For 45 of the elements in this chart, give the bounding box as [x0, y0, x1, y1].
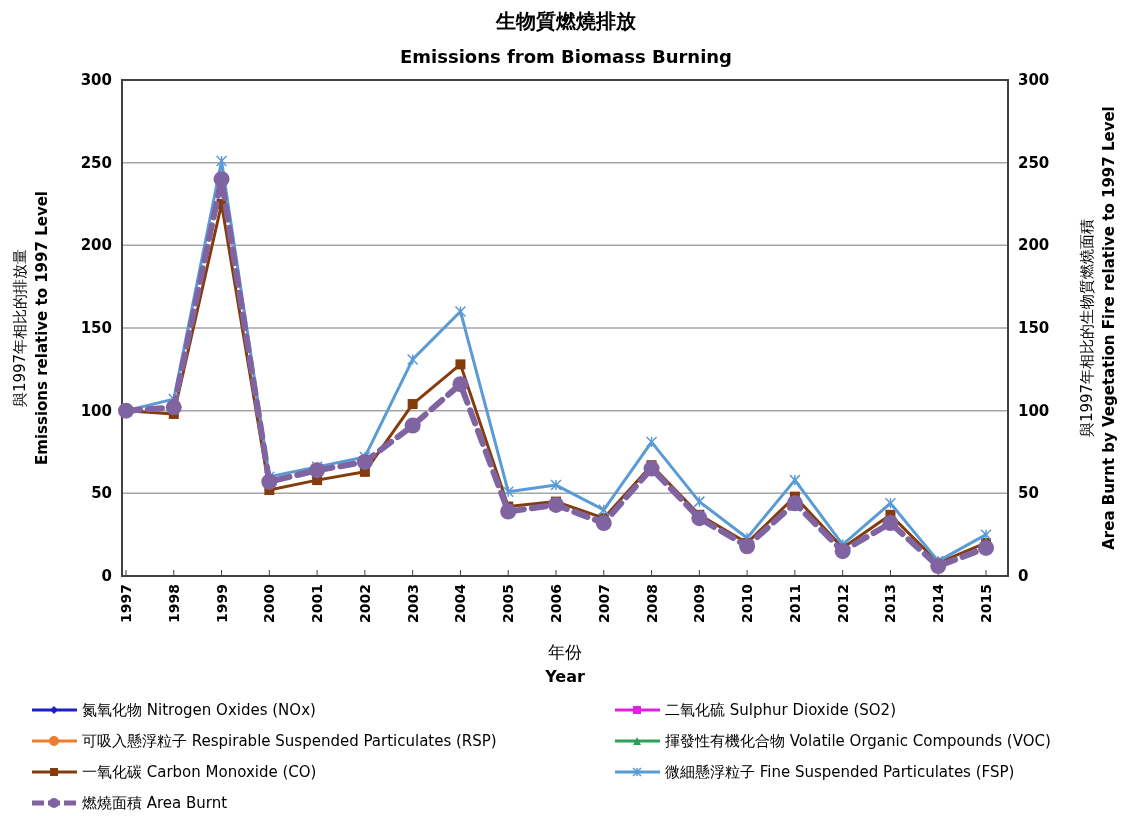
x-tick-label: 2005 — [500, 584, 517, 623]
legend-label: 微細懸浮粒子 Fine Suspended Particulates (FSP) — [665, 763, 1015, 781]
x-tick-label: 2003 — [404, 584, 421, 623]
x-tick-label: 2013 — [882, 584, 899, 623]
y2-axis-title: 與1997年相比的生物質燃燒面積 Area Burnt by Vegetation Fire relative to 1997 Level — [1078, 106, 1118, 550]
x-tick-label: 2002 — [356, 584, 373, 623]
x-tick-label: 2010 — [739, 583, 756, 623]
y-tick-label: 200 — [80, 236, 112, 255]
x-tick-label: 2014 — [930, 583, 947, 623]
x-tick-label: 1997 — [118, 584, 134, 623]
x-tick-label: 2009 — [691, 584, 708, 623]
legend-label: 氮氧化物 Nitrogen Oxides (NOx) — [82, 701, 316, 719]
y-tick-label: 250 — [80, 153, 112, 172]
y-tick-label: 50 — [91, 484, 112, 503]
legend-label: 一氧化碳 Carbon Monoxide (CO) — [82, 763, 317, 781]
y-tick-label: 0 — [101, 567, 112, 585]
x-tick-label: 2007 — [595, 584, 612, 623]
x-tick-label: 2011 — [786, 584, 803, 623]
chart-title: 生物質燃燒排放 — [495, 9, 637, 33]
y2-tick-label: 300 — [1018, 71, 1050, 89]
x-tick-label: 2012 — [834, 584, 851, 623]
y-tick-label: 150 — [80, 319, 112, 337]
x-axis-title: 年份 Year — [544, 642, 585, 686]
y-tick-label: 100 — [80, 401, 112, 420]
x-tick-label: 2015 — [978, 584, 994, 623]
y-tick-label: 300 — [80, 71, 112, 89]
chart-subtitle: Emissions from Biomass Burning — [399, 46, 733, 67]
x-tick-label: 2001 — [309, 584, 326, 623]
x-tick-label: 2008 — [643, 584, 660, 623]
legend-label: 二氧化硫 Sulphur Dioxide (SO2) — [665, 701, 897, 719]
legend-label: 可吸入懸浮粒子 Respirable Suspended Particulates (RSP) — [82, 732, 497, 750]
x-tick-label: 2006 — [548, 584, 564, 623]
y2-tick-label: 0 — [1018, 567, 1029, 585]
x-tick-label: 2004 — [452, 583, 469, 623]
legend-label: 燃燒面積 Area Burnt — [82, 794, 228, 812]
legend-label: 揮發性有機化合物 Volatile Organic Compounds (VOC) — [665, 732, 1051, 750]
x-tick-label: 1999 — [213, 584, 230, 623]
y2-tick-label: 100 — [1018, 401, 1050, 420]
x-tick-label: 2000 — [261, 583, 278, 623]
y2-tick-label: 150 — [1018, 319, 1050, 337]
y-axis-title: 與1997年相比的排放量 Emissions relative to 1997 Level — [11, 191, 51, 465]
y2-tick-label: 250 — [1018, 153, 1050, 172]
x-tick-label: 1998 — [165, 584, 182, 623]
y2-tick-label: 50 — [1018, 484, 1039, 503]
y2-tick-label: 200 — [1018, 236, 1050, 255]
